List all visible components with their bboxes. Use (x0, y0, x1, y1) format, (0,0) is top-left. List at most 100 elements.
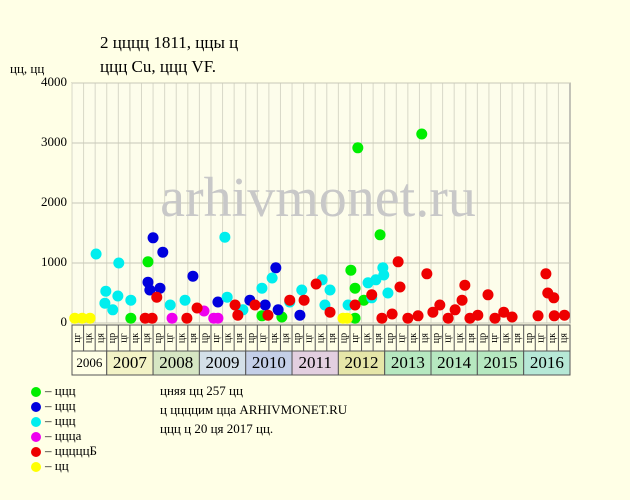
quarter-label: цк (315, 333, 326, 343)
legend-label: – цццццБ (44, 443, 97, 458)
point (506, 311, 518, 323)
point (349, 299, 361, 311)
quarter-label: цр (338, 333, 349, 343)
quarter-label: ця (559, 333, 570, 343)
legend-marker (31, 402, 41, 412)
legend-marker (31, 417, 41, 427)
quarter-label: цк (130, 333, 141, 343)
point (112, 290, 124, 302)
year-cell (337, 350, 386, 376)
point (442, 312, 454, 324)
point (284, 294, 296, 306)
year-label: 2012 (345, 353, 379, 372)
point (558, 309, 570, 321)
legend-label: – ццц (44, 413, 76, 428)
point (370, 274, 382, 286)
point (376, 312, 388, 324)
quarter-label: ця (281, 333, 292, 343)
quarter-label: цр (477, 333, 488, 343)
quarter-label: цг (304, 333, 315, 342)
year-cell (198, 350, 247, 376)
year-cell (384, 350, 432, 376)
y-tick-label: 0 (61, 314, 68, 329)
point (125, 294, 137, 306)
point (310, 278, 322, 290)
point (84, 312, 96, 324)
point (427, 306, 439, 318)
quarter-label: ця (188, 333, 199, 343)
point (412, 310, 424, 322)
point (374, 229, 386, 241)
year-label: 2006 (76, 355, 103, 370)
point (142, 256, 154, 268)
quarter-label: цг (535, 333, 546, 342)
point (191, 302, 203, 314)
note: цняя цц 257 цц (160, 383, 243, 398)
point (394, 281, 406, 293)
point (229, 299, 241, 311)
year-label: 2016 (530, 353, 564, 372)
year-label: 2014 (437, 353, 472, 372)
point (166, 312, 178, 324)
watermark: arhivmonet.ru (160, 167, 476, 229)
point (449, 304, 461, 316)
point (212, 312, 224, 324)
point (266, 272, 278, 284)
quarter-label: цг (72, 333, 83, 342)
quarter-label: цк (269, 333, 280, 343)
y-tick-label: 3000 (41, 134, 67, 149)
quarter-label: цк (547, 333, 558, 343)
point (386, 308, 398, 320)
quarter-label: цр (292, 333, 303, 343)
quarter-label: цг (165, 333, 176, 342)
point (421, 268, 433, 280)
point (294, 309, 306, 321)
quarter-label: ця (234, 333, 245, 343)
quarter-label: цг (489, 333, 500, 342)
point (212, 296, 224, 308)
legend-label: – цц (44, 458, 69, 473)
quarter-label: ця (466, 333, 477, 343)
point (459, 279, 471, 291)
quarter-label: ця (327, 333, 338, 343)
note: ц ццццим цца ARHIVMONET.RU (160, 402, 348, 417)
legend-label: – ццц (44, 398, 76, 413)
period-row (71, 324, 571, 352)
quarter-label: ця (373, 333, 384, 343)
point (232, 309, 244, 321)
legend-marker (31, 462, 41, 472)
point (181, 312, 193, 324)
quarter-label: цг (443, 333, 454, 342)
year-label: 2010 (252, 353, 286, 372)
quarter-label: цг (257, 333, 268, 342)
point (125, 312, 137, 324)
point (532, 310, 544, 322)
point (262, 309, 274, 321)
point (416, 128, 428, 140)
year-cell (245, 350, 293, 376)
point (482, 289, 494, 301)
point (164, 299, 176, 311)
quarter-label: цк (501, 333, 512, 343)
point (548, 292, 560, 304)
point (366, 289, 378, 301)
year-label: 2008 (159, 353, 193, 372)
point (113, 257, 125, 269)
y-tick-label: 2000 (41, 194, 67, 209)
legend-label: – ццц (44, 383, 76, 398)
note: ццц ц 20 ця 2017 цц. (160, 421, 273, 436)
point (324, 284, 336, 296)
point (298, 294, 310, 306)
quarter-label: цр (524, 333, 535, 343)
quarter-label: цг (396, 333, 407, 342)
quarter-label: цк (362, 333, 373, 343)
point (147, 232, 159, 244)
y-axis-label: цц, цц (10, 61, 44, 76)
point (151, 291, 163, 303)
point (221, 291, 233, 303)
chart-title: 2 цццц 1811, ццы ц (100, 33, 238, 52)
point (352, 142, 364, 154)
point (179, 294, 191, 306)
point (540, 268, 552, 280)
